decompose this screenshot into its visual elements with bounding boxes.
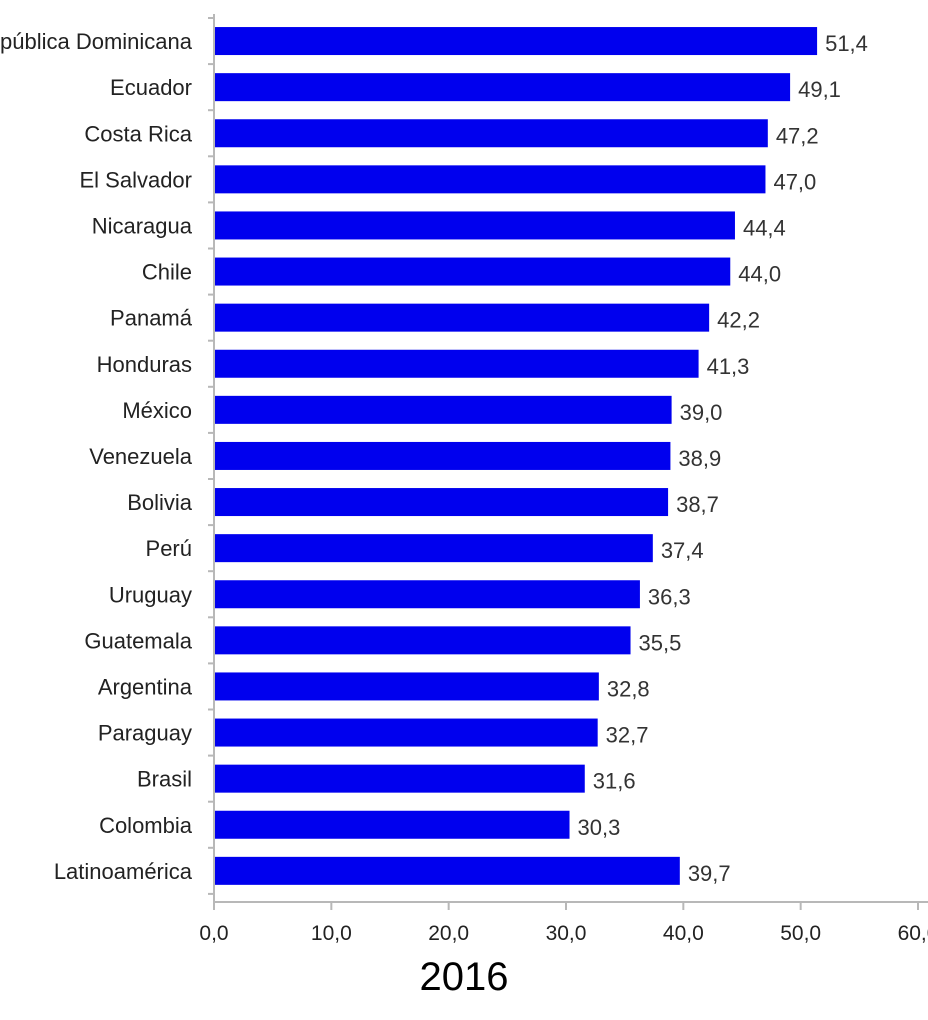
category-label: Venezuela xyxy=(89,444,193,469)
category-label: Guatemala xyxy=(84,628,192,653)
category-label: Panamá xyxy=(110,306,193,331)
category-label: Colombia xyxy=(99,813,193,838)
bar xyxy=(215,165,766,194)
data-label: 49,1 xyxy=(798,77,841,102)
category-label: República Dominicana xyxy=(0,29,193,54)
data-label: 47,2 xyxy=(776,123,819,148)
data-label: 39,7 xyxy=(688,861,731,886)
data-label: 32,8 xyxy=(607,676,650,701)
category-label: México xyxy=(122,398,192,423)
data-label: 38,9 xyxy=(678,446,721,471)
x-tick-label: 60,0 xyxy=(898,922,928,945)
bar xyxy=(215,257,731,286)
category-label: Bolivia xyxy=(127,490,193,515)
x-tick-label: 20,0 xyxy=(428,922,469,945)
data-label: 31,6 xyxy=(593,769,636,794)
category-label: Latinoamérica xyxy=(54,859,193,884)
category-label: Uruguay xyxy=(109,582,192,607)
bar xyxy=(215,211,735,240)
bar xyxy=(215,672,599,701)
data-label: 44,4 xyxy=(743,215,786,240)
bar xyxy=(215,27,818,56)
chart-caption-year: 2016 xyxy=(419,955,509,999)
category-label: Costa Rica xyxy=(84,121,192,146)
category-label: Nicaragua xyxy=(92,213,193,238)
bar xyxy=(215,626,631,655)
bar xyxy=(215,303,710,332)
bar xyxy=(215,580,640,609)
category-label: Honduras xyxy=(97,352,192,377)
data-label: 51,4 xyxy=(825,31,868,56)
category-label: Argentina xyxy=(98,674,193,699)
data-label: 32,7 xyxy=(606,723,649,748)
bar xyxy=(215,395,672,424)
bar xyxy=(215,73,791,102)
bar-chart: República Dominicana 51,4 Ecuador 49,1 Costa… xyxy=(0,14,928,945)
data-label: 37,4 xyxy=(661,538,704,563)
bar xyxy=(215,441,671,470)
x-tick-label: 50,0 xyxy=(780,922,821,945)
bar xyxy=(215,856,680,885)
category-label: Brasil xyxy=(137,767,192,792)
bar xyxy=(215,718,598,747)
bar xyxy=(215,488,669,517)
x-tick-label: 10,0 xyxy=(311,922,352,945)
category-label: Ecuador xyxy=(110,75,192,100)
x-tick-label: 0,0 xyxy=(199,922,228,945)
category-label: Perú xyxy=(146,536,192,561)
bar xyxy=(215,764,585,793)
x-tick-label: 40,0 xyxy=(663,922,704,945)
data-label: 42,2 xyxy=(717,308,760,333)
bar xyxy=(215,349,699,378)
data-label: 44,0 xyxy=(738,262,781,287)
data-label: 41,3 xyxy=(707,354,750,379)
category-label: Paraguay xyxy=(98,721,192,746)
data-label: 47,0 xyxy=(773,169,816,194)
bar xyxy=(215,810,570,839)
data-label: 36,3 xyxy=(648,584,691,609)
data-label: 30,3 xyxy=(578,815,621,840)
data-label: 35,5 xyxy=(639,630,682,655)
x-tick-label: 30,0 xyxy=(546,922,587,945)
category-label: El Salvador xyxy=(79,167,192,192)
bar xyxy=(215,534,653,563)
bar xyxy=(215,119,768,148)
data-label: 38,7 xyxy=(676,492,719,517)
data-label: 39,0 xyxy=(680,400,723,425)
category-label: Chile xyxy=(142,260,192,285)
